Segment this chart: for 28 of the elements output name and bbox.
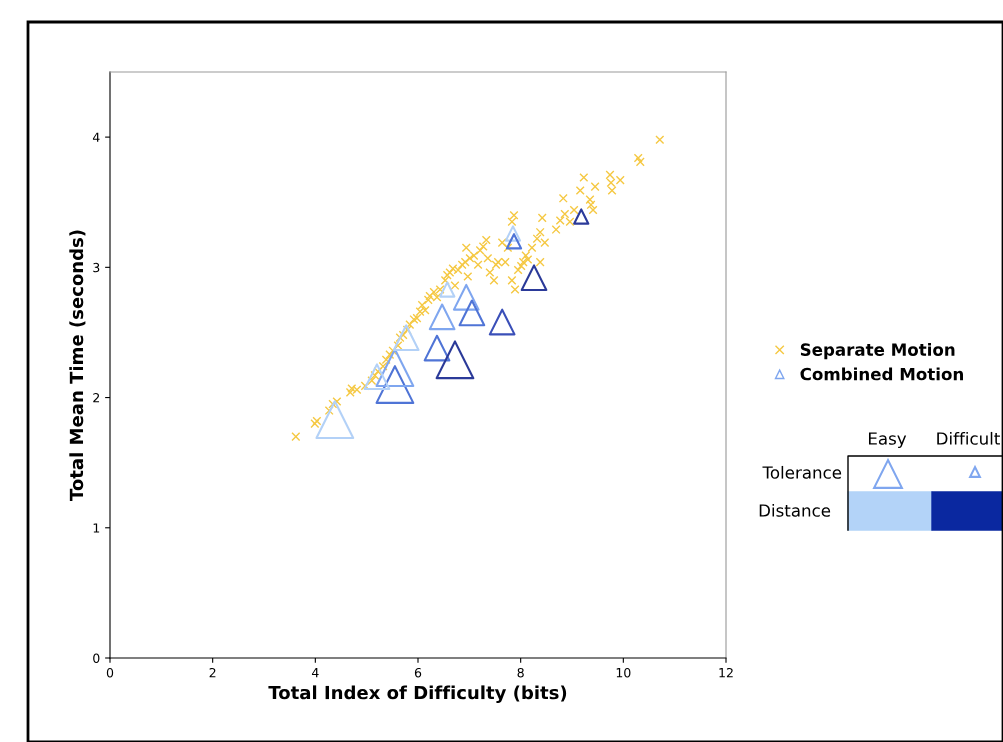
text: Difficult — [937, 431, 1000, 445]
x-tick-label: 0 — [106, 667, 114, 678]
point — [488, 308, 516, 336]
point — [392, 324, 420, 352]
point — [452, 283, 480, 311]
y-tick-label: 1 — [93, 523, 100, 533]
text: Easy — [868, 432, 907, 449]
x-tick-label: 6 — [414, 667, 422, 678]
legend-label: Separate Motion — [800, 343, 955, 360]
y-tick-label: 2 — [93, 393, 100, 403]
x-tick-label: 8 — [517, 667, 524, 678]
point — [423, 334, 451, 362]
point — [428, 303, 456, 331]
point — [520, 264, 548, 292]
y-tick-label: 4 — [92, 132, 100, 142]
y-axis-title: Total Mean Time (seconds) — [69, 230, 86, 501]
x-tick-label: 4 — [311, 668, 319, 678]
text: Distance — [759, 503, 831, 517]
x-axis-title: Total Index of Difficulty (bits) — [268, 685, 567, 703]
point — [363, 363, 391, 391]
point — [458, 299, 486, 327]
x-tick-label: 12 — [719, 667, 733, 678]
x-tick-label: 10 — [616, 667, 631, 678]
y-tick-label: 0 — [93, 653, 100, 663]
text: Tolerance — [762, 465, 842, 479]
legend-label: Combined Motion — [800, 367, 963, 381]
x-tick-label: 2 — [209, 667, 216, 678]
y-tick-label: 3 — [93, 262, 100, 273]
